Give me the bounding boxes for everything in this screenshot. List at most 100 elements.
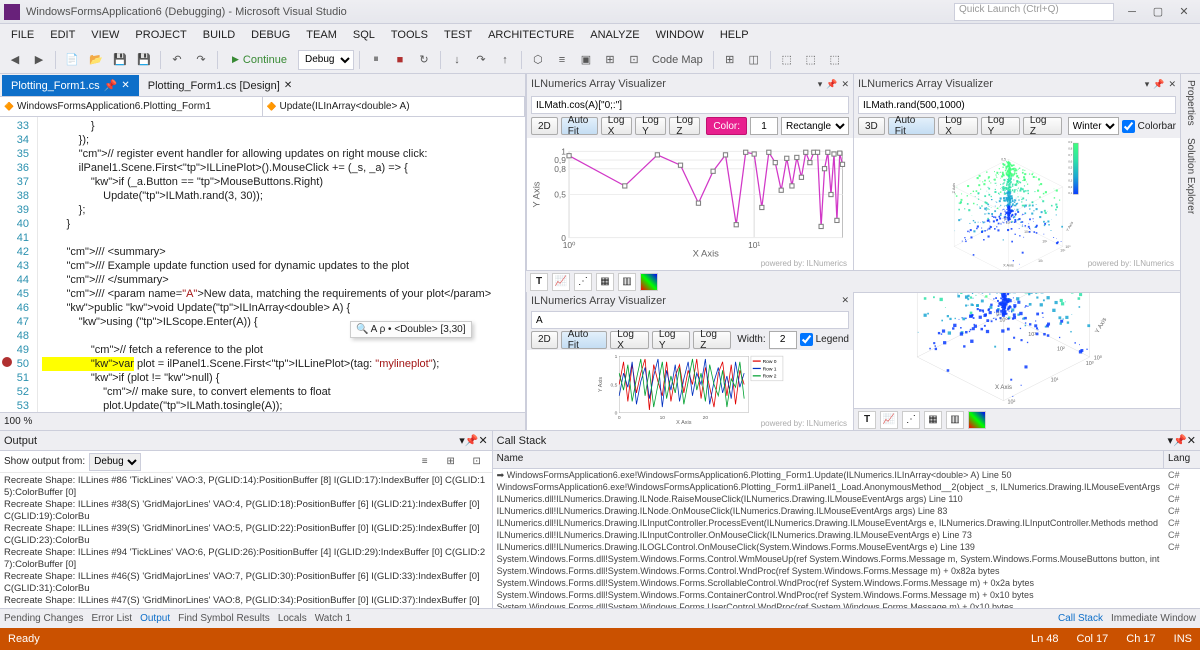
pause-button[interactable]: ⏸ <box>365 49 387 71</box>
legend-checkbox[interactable]: Legend <box>800 333 849 346</box>
output-tool-1[interactable]: ≡ <box>414 451 436 473</box>
menu-tools[interactable]: TOOLS <box>384 27 435 43</box>
pin-icon[interactable]: 📌 <box>104 79 118 92</box>
output-tool-3[interactable]: ⊡ <box>466 451 488 473</box>
close-icon[interactable]: ✕ <box>1168 79 1176 90</box>
redo-button[interactable]: ↷ <box>190 49 212 71</box>
threads-button[interactable]: ≡ <box>551 49 573 71</box>
dropdown-icon[interactable]: ▾ <box>1145 79 1150 90</box>
bar-icon[interactable]: ▥ <box>946 411 964 429</box>
plot-area-3d-ext[interactable]: X AxisZ AxisY Axis10⁰10¹10²10³10⁰10¹10²0… <box>854 293 1180 408</box>
surf-icon[interactable]: ▦ <box>596 273 614 291</box>
line-icon[interactable]: 📈 <box>880 411 898 429</box>
dim-2d-button[interactable]: 2D <box>531 331 558 349</box>
menu-sql[interactable]: SQL <box>346 27 382 43</box>
output-content[interactable]: Recreate Shape: ILLines #86 'TickLines' … <box>0 473 492 608</box>
bar-icon[interactable]: ▥ <box>618 273 636 291</box>
callstack-row[interactable]: ➡ WindowsFormsApplication6.exe!WindowsFo… <box>493 469 1200 481</box>
autofit-button[interactable]: Auto Fit <box>888 117 935 135</box>
colormap-select[interactable]: Winter <box>1068 117 1119 135</box>
callstack-row[interactable]: ILNumerics.dll!ILNumerics.Drawing.ILNode… <box>493 505 1200 517</box>
callstack-row[interactable]: WindowsFormsApplication6.exe!WindowsForm… <box>493 481 1200 493</box>
restart-button[interactable]: ↻ <box>413 49 435 71</box>
frame-button[interactable]: ⊡ <box>623 49 645 71</box>
callstack-row[interactable]: System.Windows.Forms.dll!System.Windows.… <box>493 601 1200 608</box>
bottom-tab[interactable]: Call Stack <box>1058 613 1103 624</box>
menu-analyze[interactable]: ANALYZE <box>583 27 646 43</box>
plot-area[interactable]: X AxisY Axis10⁰10¹00,50,80,91powered by:… <box>527 138 853 270</box>
plot-area[interactable]: X AxisZ AxisY Axis10⁰10¹10²10³10⁰10¹10²0… <box>854 138 1180 270</box>
quick-launch-input[interactable]: Quick Launch (Ctrl+Q) <box>954 3 1114 21</box>
bottom-tab[interactable]: Find Symbol Results <box>178 613 270 624</box>
misc-button-4[interactable]: ⬚ <box>800 49 822 71</box>
editor-tab[interactable]: Plotting_Form1.cs [Design] ✕ <box>139 75 301 96</box>
image-icon[interactable] <box>968 411 986 429</box>
bottom-tab[interactable]: Locals <box>278 613 307 624</box>
step-out-button[interactable]: ↑ <box>494 49 516 71</box>
menu-help[interactable]: HELP <box>713 27 756 43</box>
continue-button[interactable]: Continue <box>223 49 296 71</box>
close-button[interactable]: ✕ <box>1172 3 1196 21</box>
nav-fwd-button[interactable]: ▶ <box>28 49 50 71</box>
menu-debug[interactable]: DEBUG <box>244 27 297 43</box>
misc-button-1[interactable]: ⊞ <box>719 49 741 71</box>
expr-input[interactable] <box>531 311 849 329</box>
logx-button[interactable]: Log X <box>601 117 632 135</box>
side-tab-properties[interactable]: Properties <box>1185 80 1196 126</box>
bottom-tab[interactable]: Immediate Window <box>1111 613 1196 624</box>
undo-button[interactable]: ↶ <box>166 49 188 71</box>
menu-project[interactable]: PROJECT <box>128 27 193 43</box>
step-into-button[interactable]: ↓ <box>446 49 468 71</box>
close-icon[interactable]: ✕ <box>841 295 849 306</box>
save-all-button[interactable]: 💾 <box>133 49 155 71</box>
side-tab-solution-explorer[interactable]: Solution Explorer <box>1185 138 1196 214</box>
menu-team[interactable]: TEAM <box>299 27 344 43</box>
callstack-row[interactable]: System.Windows.Forms.dll!System.Windows.… <box>493 565 1200 577</box>
bottom-tab[interactable]: Pending Changes <box>4 613 84 624</box>
debug-tooltip[interactable]: 🔍 A ρ • <Double> [3,30] <box>350 321 472 338</box>
callstack-row[interactable]: ILNumerics.dll!ILNumerics.Drawing.ILNode… <box>493 493 1200 505</box>
shape-select[interactable]: Rectangle <box>781 117 849 135</box>
pin-icon[interactable]: 📌 <box>465 434 479 447</box>
logx-button[interactable]: Log X <box>610 331 649 349</box>
width-spinner[interactable] <box>750 117 778 135</box>
misc-button-5[interactable]: ⬚ <box>824 49 846 71</box>
logy-button[interactable]: Log Y <box>981 117 1020 135</box>
stack-button[interactable]: ⊞ <box>599 49 621 71</box>
editor-tab[interactable]: Plotting_Form1.cs 📌 ✕ <box>2 75 139 96</box>
stop-button[interactable]: ■ <box>389 49 411 71</box>
hex-button[interactable]: ⬡ <box>527 49 549 71</box>
logy-button[interactable]: Log Y <box>652 331 690 349</box>
color-button[interactable]: Color: <box>706 117 747 135</box>
step-over-button[interactable]: ↷ <box>470 49 492 71</box>
scatter-icon[interactable]: ⋰ <box>574 273 592 291</box>
scatter-icon[interactable]: ⋰ <box>902 411 920 429</box>
maximize-button[interactable]: ▢ <box>1146 3 1170 21</box>
misc-button-3[interactable]: ⬚ <box>776 49 798 71</box>
nav-back-button[interactable]: ◀ <box>4 49 26 71</box>
callstack-row[interactable]: System.Windows.Forms.dll!System.Windows.… <box>493 553 1200 565</box>
nav-class-select[interactable]: WindowsFormsApplication6.Plotting_Form1 <box>0 97 263 116</box>
pin-icon[interactable]: 📌 <box>1173 434 1187 447</box>
surf-icon[interactable]: ▦ <box>924 411 942 429</box>
width-spinner[interactable] <box>769 331 797 349</box>
show-from-select[interactable]: Debug <box>89 453 141 471</box>
output-tool-2[interactable]: ⊞ <box>440 451 462 473</box>
open-button[interactable]: 📂 <box>85 49 107 71</box>
menu-view[interactable]: VIEW <box>84 27 126 43</box>
process-button[interactable]: ▣ <box>575 49 597 71</box>
logz-button[interactable]: Log Z <box>1023 117 1062 135</box>
menu-window[interactable]: WINDOW <box>649 27 711 43</box>
colorbar-checkbox[interactable]: Colorbar <box>1122 120 1176 133</box>
menu-file[interactable]: FILE <box>4 27 41 43</box>
zoom-level[interactable]: 100 % <box>4 416 32 427</box>
menu-architecture[interactable]: ARCHITECTURE <box>481 27 581 43</box>
autofit-button[interactable]: Auto Fit <box>561 331 607 349</box>
callstack-rows[interactable]: ➡ WindowsFormsApplication6.exe!WindowsFo… <box>493 469 1200 608</box>
menu-build[interactable]: BUILD <box>196 27 242 43</box>
pin-icon[interactable]: 📌 <box>1153 79 1164 90</box>
pin-icon[interactable]: 📌 <box>826 79 837 90</box>
logz-button[interactable]: Log Z <box>669 117 700 135</box>
code-editor[interactable]: 3334353637383940414243444546474849505152… <box>0 117 525 412</box>
codemap-button[interactable]: Code Map <box>647 49 708 71</box>
